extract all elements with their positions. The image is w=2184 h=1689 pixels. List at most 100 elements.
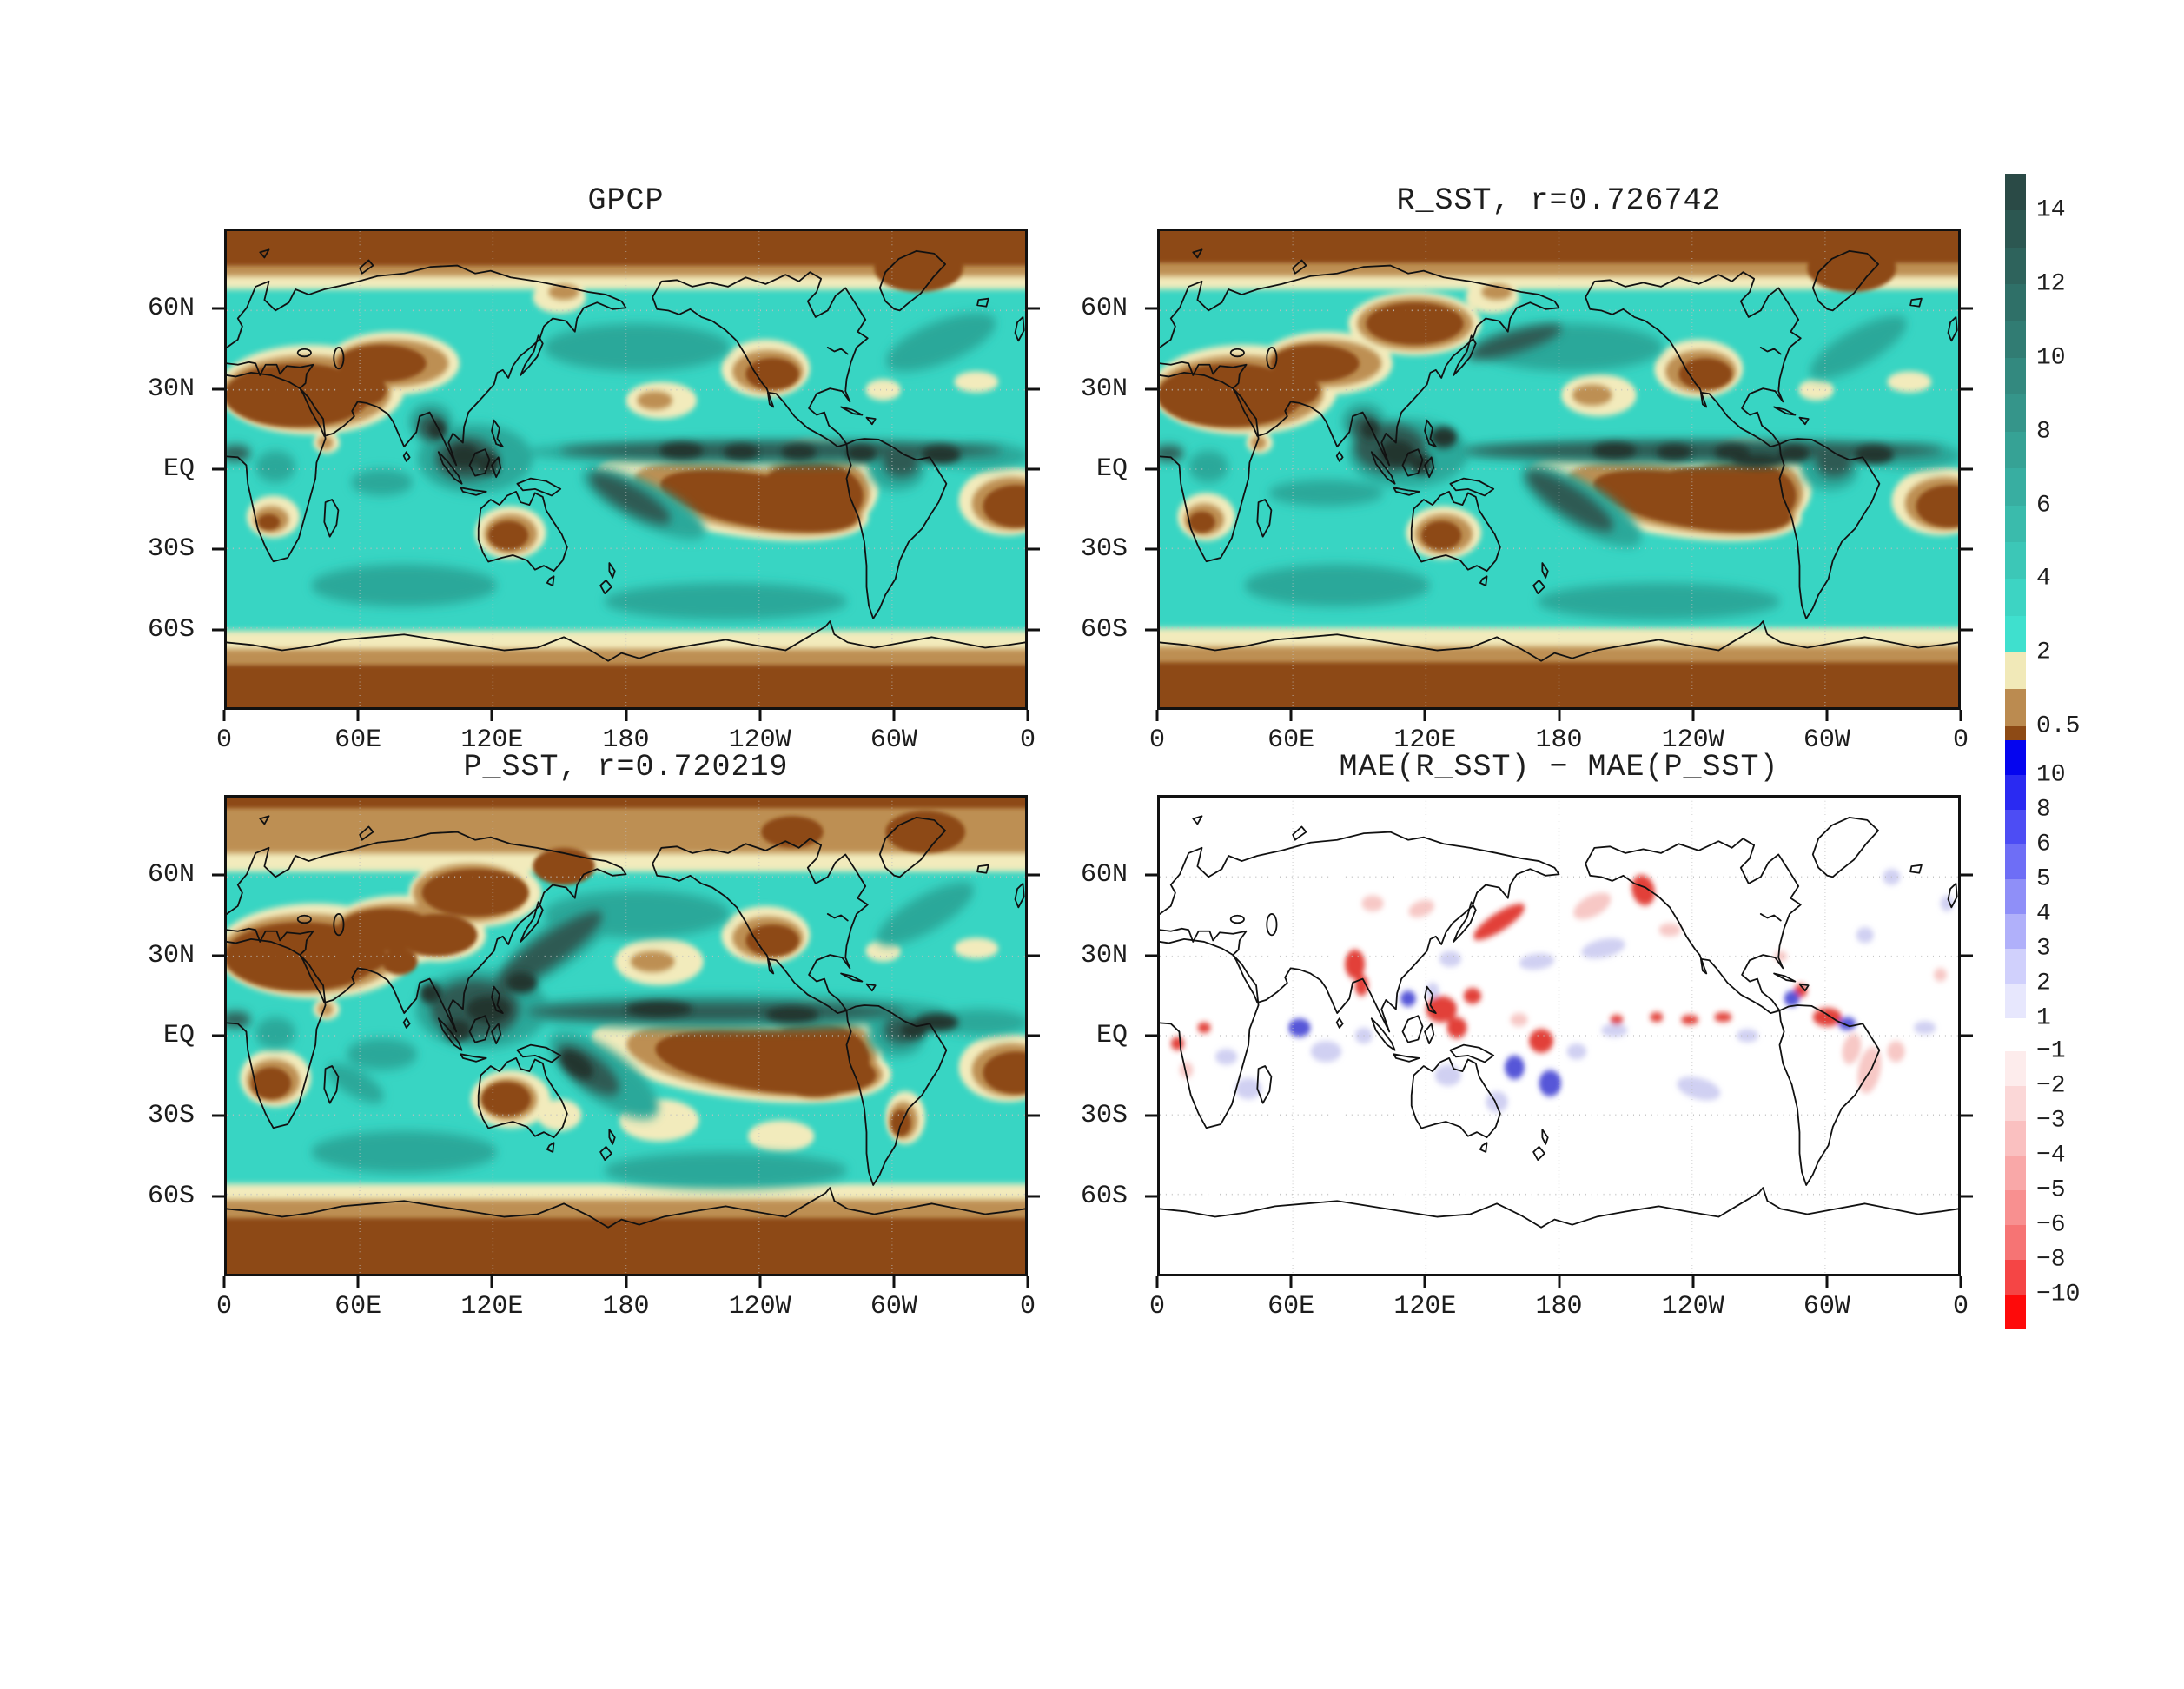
colorbar-segment	[2005, 357, 2026, 395]
y-tick-mark	[1028, 1114, 1040, 1117]
colorbar-label: −6	[2036, 1211, 2066, 1239]
x-tick-label: 120W	[1661, 1292, 1724, 1321]
y-tick-mark	[1028, 547, 1040, 551]
y-tick-mark	[1028, 1034, 1040, 1037]
colorbar-segment	[2005, 1156, 2026, 1190]
y-tick-label: 30S	[147, 534, 195, 565]
colorbar-segment	[2005, 284, 2026, 321]
colorbar-label: 4	[2036, 565, 2051, 593]
colorbar-segment	[2005, 879, 2026, 914]
y-tick-mark	[1961, 1195, 1973, 1198]
colorbar-segment	[2005, 505, 2026, 542]
colorbar-segment	[2005, 652, 2026, 690]
y-tick-mark	[1961, 873, 1973, 877]
x-tick-mark	[1825, 710, 1829, 721]
x-tick-mark	[490, 710, 493, 721]
panel-title-gpcp: GPCP	[587, 183, 665, 218]
x-tick-label: 120E	[460, 1292, 524, 1321]
colorbar-diff-positive: 10 8 6 5 4 3 2 1	[2005, 740, 2066, 1032]
colorbar-segment	[2005, 468, 2026, 506]
y-tick-mark	[1145, 307, 1157, 310]
colorbar-segment	[2005, 1295, 2026, 1329]
colorbar-label: 14	[2036, 196, 2066, 224]
y-tick-mark	[1145, 387, 1157, 391]
x-tick-mark	[758, 1276, 762, 1288]
x-tick-label: 180	[1535, 1292, 1583, 1321]
y-tick-label: 30S	[1080, 534, 1128, 565]
y-tick-mark	[212, 954, 224, 957]
panel-p-sst: P_SST, r=0.720219	[148, 750, 1040, 1321]
colorbar-label: 10	[2036, 344, 2066, 372]
y-tick-label: 30N	[1080, 940, 1128, 970]
colorbar-label: 8	[2036, 796, 2051, 824]
y-tick-label: 60S	[147, 1181, 195, 1211]
map-mae-diff	[1160, 798, 1958, 1274]
y-tick-mark	[212, 873, 224, 877]
colorbar-segment	[2005, 1260, 2026, 1295]
colorbar-segment	[2005, 579, 2026, 616]
x-tick-mark	[1423, 710, 1426, 721]
x-tick-mark	[356, 710, 360, 721]
y-tick-mark	[1145, 1034, 1157, 1037]
colorbar-segment	[2005, 321, 2026, 358]
colorbar-label: −5	[2036, 1176, 2066, 1204]
colorbar-label: −10	[2036, 1281, 2081, 1308]
x-tick-mark	[892, 710, 896, 721]
colorbar-precip: 14 12 10 8 6 4 2 0.5	[2005, 174, 2080, 740]
map-gpcp	[227, 231, 1025, 707]
x-tick-label: 120W	[728, 1292, 791, 1321]
y-tick-mark	[212, 1114, 224, 1117]
colorbar-segment	[2005, 914, 2026, 949]
colorbar-label: −8	[2036, 1246, 2066, 1274]
panel-title-r-sst: R_SST, r=0.726742	[1396, 183, 1722, 218]
x-tick-label: 60W	[1803, 1292, 1850, 1321]
y-tick-label: EQ	[162, 454, 195, 484]
x-tick-mark	[1691, 710, 1695, 721]
map-frame-p-sst	[224, 795, 1028, 1276]
x-tick-mark	[1026, 1276, 1029, 1288]
x-tick-label: 0	[1148, 1292, 1166, 1321]
colorbar-segment	[2005, 210, 2026, 248]
colorbar-segment	[2005, 1121, 2026, 1156]
panel-mae-diff: MAE(R_SST) − MAE(P_SST)	[1081, 750, 1973, 1321]
y-tick-mark	[1145, 628, 1157, 632]
y-tick-label: 60N	[1080, 294, 1128, 324]
colorbar-label: 6	[2036, 492, 2051, 520]
x-tick-label: 120E	[1393, 1292, 1457, 1321]
colorbar-segment	[2005, 949, 2026, 984]
x-tick-label: 0	[215, 1292, 233, 1321]
x-tick-mark	[222, 710, 226, 721]
x-tick-label: 60E	[334, 1292, 382, 1321]
colorbar-label: 12	[2036, 270, 2066, 298]
x-tick-mark	[1289, 1276, 1293, 1288]
colorbar-label: 3	[2036, 935, 2051, 963]
x-tick-mark	[1558, 1276, 1560, 1288]
y-tick-mark	[212, 467, 224, 471]
colorbar-label: −2	[2036, 1072, 2066, 1100]
panel-title-mae-diff: MAE(R_SST) − MAE(P_SST)	[1339, 750, 1779, 785]
map-frame-gpcp	[224, 229, 1028, 710]
y-tick-label: 60S	[147, 614, 195, 645]
map-frame-r-sst	[1157, 229, 1961, 710]
colorbar-segment	[2005, 1225, 2026, 1260]
colorbar-segment	[2005, 740, 2026, 775]
y-tick-mark	[1028, 387, 1040, 391]
colorbar-label: 5	[2036, 865, 2051, 893]
colorbar-label: 2	[2036, 639, 2051, 666]
y-tick-mark	[1961, 307, 1973, 310]
colorbar-segment	[2005, 1190, 2026, 1225]
colorbar-segment	[2005, 689, 2026, 726]
colorbar-label: 4	[2036, 900, 2051, 928]
colorbar-label: −4	[2036, 1142, 2066, 1169]
y-tick-mark	[212, 1195, 224, 1198]
x-tick-mark	[222, 1276, 226, 1288]
y-tick-mark	[1028, 307, 1040, 310]
x-tick-mark	[1959, 1276, 1962, 1288]
colorbar-label: 1	[2036, 1004, 2051, 1032]
y-tick-mark	[1961, 628, 1973, 632]
y-tick-mark	[212, 547, 224, 551]
colorbar-segment	[2005, 394, 2026, 432]
colorbar-segment	[2005, 615, 2026, 653]
colorbar-label: 6	[2036, 831, 2051, 858]
x-tick-label: 180	[602, 1292, 650, 1321]
